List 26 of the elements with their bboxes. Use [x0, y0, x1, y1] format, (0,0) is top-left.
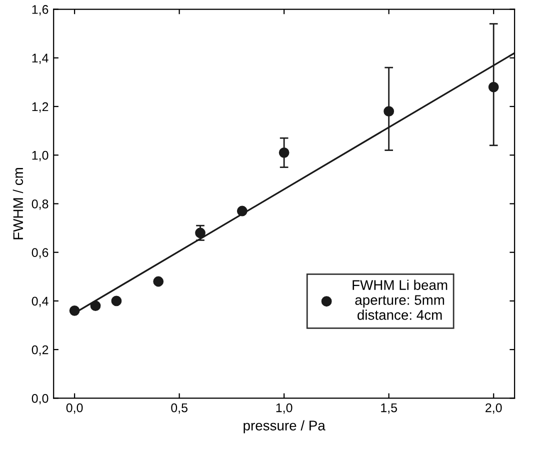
- point: [384, 106, 394, 117]
- y-tick-label: 0,8: [32, 200, 48, 210]
- point: [153, 276, 164, 287]
- x-tick-label: 0,0: [66, 403, 83, 414]
- legend-label: FWHM Li beam aperture: 5mm distance: 4cm: [352, 280, 448, 320]
- x-tick-label: 2,0: [486, 403, 502, 414]
- y-axis-title: FWHM / cm: [12, 168, 24, 240]
- y-tick-label: 0,6: [32, 248, 48, 258]
- x-tick-label: 1,0: [276, 403, 292, 414]
- y-tick-label: 0,0: [32, 394, 48, 404]
- y-tick-label: 1,0: [32, 150, 48, 162]
- point: [69, 305, 80, 316]
- point: [488, 82, 499, 92]
- point: [278, 147, 290, 158]
- y-tick-label: 0,2: [32, 345, 48, 356]
- point: [236, 206, 248, 216]
- y-tick-label: 1,2: [32, 102, 48, 113]
- x-tick-label: 1,5: [381, 404, 398, 414]
- x-axis-title: pressure / Pa: [244, 420, 326, 434]
- y-tick-label: 0,4: [32, 296, 48, 308]
- y-tick-label: 1,4: [32, 54, 48, 64]
- y-tick-label: 1,6: [32, 5, 48, 16]
- point: [195, 228, 206, 238]
- point: [90, 300, 101, 312]
- point: [111, 296, 122, 306]
- x-tick-label: 0,5: [171, 403, 188, 414]
